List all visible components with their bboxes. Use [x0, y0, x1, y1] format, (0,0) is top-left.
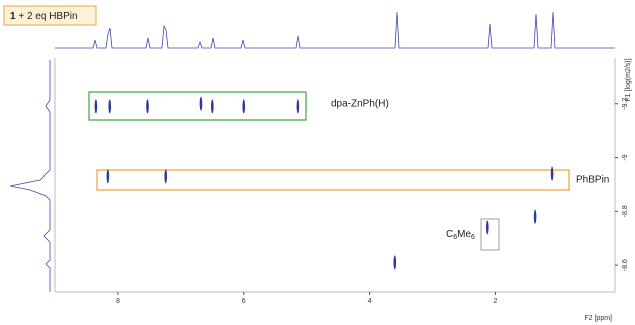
x-tick-label: 4 — [368, 298, 372, 305]
cross-peak — [106, 169, 110, 184]
y-tick-label: -8.8 — [622, 205, 629, 217]
y-tick-label: -9.2 — [622, 98, 629, 110]
x-axis-label: F2 [ppm] — [584, 315, 612, 322]
x-tick-label: 6 — [242, 298, 246, 305]
dpa-box — [88, 91, 307, 121]
title-bold: 1 — [10, 11, 16, 22]
cross-peak — [485, 220, 489, 235]
cross-peak — [296, 99, 300, 114]
chart-title: 1 + 2 eq HBPin — [10, 11, 78, 22]
title-box — [3, 5, 97, 26]
phbpin-box — [96, 169, 570, 191]
annotation: C6Me6 — [446, 229, 475, 241]
top-projection — [55, 11, 615, 49]
c6me6-box — [480, 218, 500, 251]
y-tick-label: -8.6 — [622, 259, 629, 271]
cross-peak — [393, 255, 397, 270]
cross-peak — [199, 96, 203, 111]
cross-peak — [533, 209, 537, 224]
y-axis-label: F1 [log(m2/s)] — [625, 58, 632, 101]
left-projection — [9, 60, 51, 292]
title-rest: + 2 eq HBPin — [18, 11, 77, 22]
cross-peak — [211, 99, 214, 114]
annotation: PhBPin — [576, 175, 609, 186]
cross-peak — [108, 99, 112, 114]
x-tick-label: 2 — [493, 298, 497, 305]
cross-peak — [94, 99, 98, 114]
cross-peak — [146, 99, 149, 114]
x-tick-label: 8 — [116, 298, 120, 305]
annotation: dpa-ZnPh(H) — [331, 99, 389, 110]
annotation-sub: 6 — [471, 234, 475, 241]
cross-peak — [164, 169, 168, 184]
annotation-sub: 6 — [453, 234, 457, 241]
annotation-part: C — [446, 229, 453, 240]
annotation-part: Me — [457, 229, 471, 240]
cross-peak — [242, 99, 246, 114]
y-tick-label: -9 — [622, 154, 629, 160]
cross-peak — [550, 166, 554, 181]
